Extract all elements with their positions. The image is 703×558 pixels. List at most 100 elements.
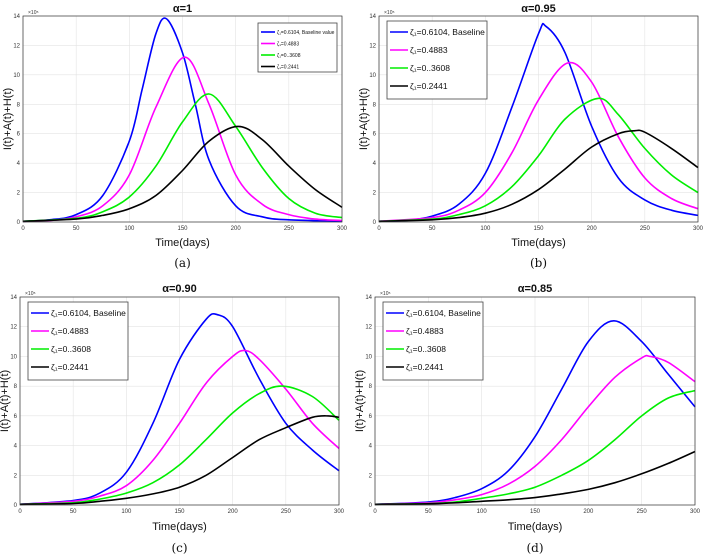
chart-title: α=1 — [173, 3, 192, 15]
series-line-0 — [378, 22, 699, 223]
series-line-0 — [22, 17, 343, 223]
y-tick-label: 14 — [365, 295, 372, 301]
x-tick-label: 100 — [480, 226, 491, 232]
legend-label: ζ₁=0.2441 — [51, 362, 89, 372]
subfigure-caption: (d) — [526, 541, 543, 555]
chart-title: α=0.90 — [162, 283, 197, 295]
legend-label: ζ₁=0..3608 — [406, 344, 446, 354]
axes-frame — [378, 15, 699, 223]
series-line-1 — [374, 354, 696, 506]
legend-label: ζ₁=0.6104, Baseline value — [277, 30, 335, 36]
legend: ζ₁=0.6104, Baseline ζ₁=0.4883 ζ₁=0..3608 ζ₁… — [382, 301, 484, 381]
legend-label: ζ₁=0.4883 — [51, 326, 89, 336]
series-line-0 — [374, 319, 696, 506]
y-tick-label: 8 — [17, 102, 21, 108]
legend-label: ζ₁=0.4883 — [277, 41, 299, 47]
x-tick-label: 50 — [70, 509, 77, 515]
y-multiplier: ×10⁵ — [384, 10, 395, 16]
subplot-b: 0 50 100 150 200 250 300 0 2 4 6 8 10 12 14 ×10⁵ α=0.95 T… — [358, 3, 703, 270]
legend-label: ζ₁=0..3608 — [277, 53, 301, 59]
subplot-d: 0 50 100 150 200 250 300 0 2 4 6 8 10 12 14 ×10⁵ α=0.85 T… — [354, 283, 701, 555]
x-tick-label: 150 — [530, 509, 541, 515]
legend-label: ζ₁=0.2441 — [410, 81, 448, 91]
series-line-2 — [22, 93, 343, 223]
x-tick-label: 300 — [334, 509, 345, 515]
x-tick-label: 200 — [583, 509, 594, 515]
legend-label: ζ₁=0.6104, Baseline — [410, 27, 485, 37]
x-tick-label: 50 — [425, 509, 432, 515]
y-tick-label: 0 — [373, 220, 377, 226]
y-tick-label: 12 — [365, 325, 372, 331]
y-tick-label: 10 — [365, 354, 372, 360]
y-tick-label: 14 — [13, 14, 20, 20]
y-tick-label: 8 — [369, 384, 373, 390]
x-axis-label: Time(days) — [508, 521, 563, 533]
y-axis-label: I(t)+A(t)+H(t) — [0, 370, 11, 432]
y-tick-label: 8 — [373, 102, 377, 108]
y-tick-label: 0 — [17, 220, 21, 226]
y-tick-label: 14 — [369, 14, 376, 20]
x-tick-label: 100 — [121, 509, 132, 515]
series-line-2 — [378, 97, 699, 223]
x-tick-label: 250 — [281, 509, 292, 515]
axes-frame — [374, 296, 696, 506]
y-tick-label: 10 — [10, 354, 17, 360]
x-tick-label: 250 — [284, 226, 295, 232]
y-tick-label: 0 — [369, 503, 373, 509]
subplot-a: 0 50 100 150 200 250 300 0 2 4 6 8 10 12 14 ×10⁵ α=1 Time… — [2, 3, 348, 270]
legend-label: ζ₁=0.6104, Baseline — [51, 308, 126, 318]
series-line-0 — [19, 312, 340, 506]
y-tick-label: 6 — [14, 414, 18, 420]
y-multiplier: ×10⁵ — [380, 291, 391, 297]
x-tick-label: 200 — [228, 509, 239, 515]
legend-label: ζ₁=0..3608 — [410, 63, 450, 73]
x-tick-label: 250 — [637, 509, 648, 515]
y-tick-label: 0 — [14, 503, 18, 509]
legend-label: ζ₁=0.2441 — [406, 362, 444, 372]
y-tick-label: 2 — [369, 473, 373, 479]
axes-frame — [22, 15, 343, 223]
y-tick-label: 12 — [13, 43, 20, 49]
y-tick-label: 8 — [14, 384, 18, 390]
y-tick-label: 4 — [369, 444, 373, 450]
y-tick-label: 6 — [373, 132, 377, 138]
x-tick-label: 0 — [377, 226, 381, 232]
legend-label: ζ₁=0.4883 — [410, 45, 448, 55]
y-tick-label: 4 — [14, 444, 18, 450]
x-tick-label: 0 — [373, 509, 377, 515]
y-multiplier: ×10⁵ — [25, 291, 36, 297]
x-tick-label: 200 — [231, 226, 242, 232]
y-tick-label: 2 — [373, 191, 377, 197]
y-tick-label: 10 — [369, 73, 376, 79]
y-tick-label: 6 — [17, 132, 21, 138]
series-line-2 — [19, 385, 340, 506]
series-line-3 — [374, 450, 696, 506]
y-multiplier: ×10⁵ — [28, 10, 39, 16]
x-tick-label: 250 — [640, 226, 651, 232]
series-line-3 — [378, 129, 699, 223]
legend-label: ζ₁=0.6104, Baseline — [406, 308, 481, 318]
x-tick-label: 150 — [177, 226, 188, 232]
x-tick-label: 50 — [429, 226, 436, 232]
x-axis-label: Time(days) — [152, 521, 207, 533]
legend: ζ₁=0.6104, Baseline ζ₁=0.4883 ζ₁=0..3608 ζ₁… — [27, 301, 129, 381]
x-tick-label: 300 — [337, 226, 348, 232]
x-tick-label: 150 — [533, 226, 544, 232]
x-tick-label: 300 — [690, 509, 701, 515]
y-tick-label: 4 — [17, 161, 21, 167]
x-tick-label: 150 — [174, 509, 185, 515]
x-tick-label: 50 — [73, 226, 80, 232]
legend-label: ζ₁=0..3608 — [51, 344, 91, 354]
x-tick-label: 100 — [124, 226, 135, 232]
subfigure-caption: (b) — [530, 256, 547, 270]
legend-label: ζ₁=0.4883 — [406, 326, 444, 336]
y-tick-label: 10 — [13, 73, 20, 79]
series-line-3 — [22, 125, 343, 223]
x-tick-label: 0 — [21, 226, 25, 232]
series-line-3 — [19, 415, 340, 506]
x-tick-label: 200 — [587, 226, 598, 232]
x-axis-label: Time(days) — [155, 237, 210, 249]
y-tick-label: 2 — [17, 191, 21, 197]
series-line-1 — [22, 56, 343, 223]
